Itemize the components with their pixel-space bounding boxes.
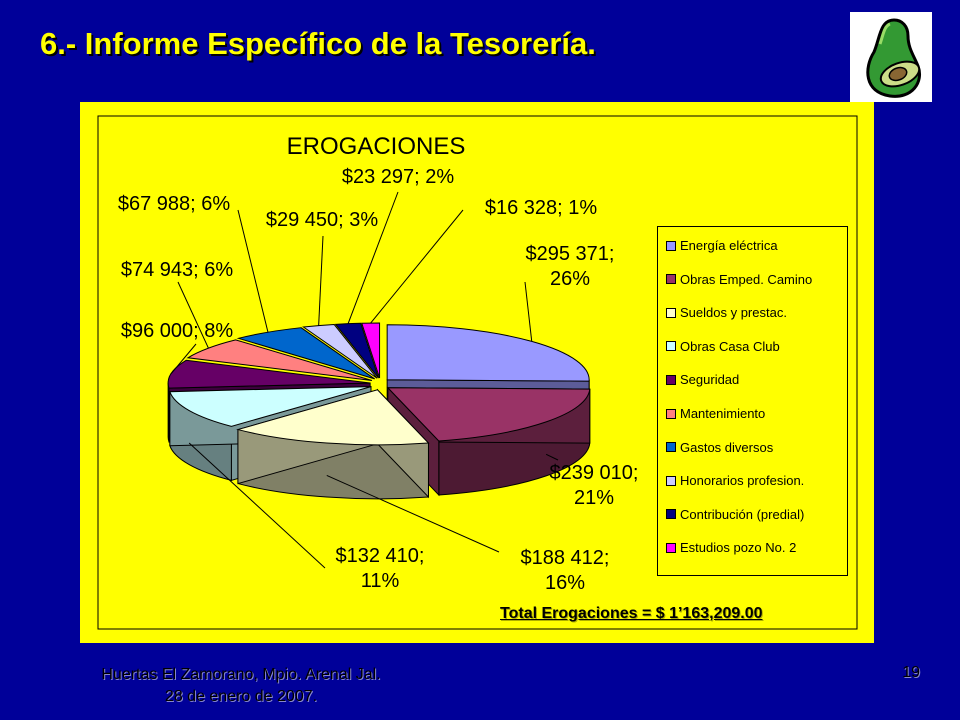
pie-slice-9 bbox=[361, 322, 381, 379]
pie-slice-3 bbox=[169, 386, 372, 427]
pie-slice-6 bbox=[236, 327, 376, 380]
data-label-pct-1: 21% bbox=[574, 487, 614, 509]
pie-slice-5 bbox=[186, 339, 373, 381]
pie-slice-0 bbox=[386, 324, 590, 382]
data-label-5: $74 943; 6% bbox=[121, 259, 234, 281]
data-label-8: $23 297; 2% bbox=[342, 166, 455, 188]
chart-panel: EROGACIONES $295 371; 26% $239 010; 21% $188… bbox=[80, 102, 874, 643]
footer-date: 28 de enero de 2007. bbox=[164, 688, 318, 705]
legend-label: Estudios pozo No. 2 bbox=[680, 540, 797, 556]
legend-item: Estudios pozo No. 2 bbox=[666, 539, 796, 555]
legend-item: Honorarios profesion. bbox=[666, 472, 804, 488]
pie-slice-7 bbox=[302, 323, 378, 379]
legend-swatch bbox=[666, 509, 676, 520]
data-labels: $295 371; 26% $239 010; 21% $188 412; 16% $132… bbox=[118, 166, 639, 594]
avocado-logo bbox=[850, 12, 932, 102]
pie-chart: EROGACIONES $295 371; 26% $239 010; 21% $188… bbox=[97, 115, 858, 630]
leader-line-4 bbox=[170, 343, 197, 375]
leader-line-7 bbox=[318, 235, 324, 326]
legend-swatch bbox=[666, 475, 676, 486]
legend-label: Honorarios profesion. bbox=[680, 473, 805, 489]
slide-title: 6.- Informe Específico de la Tesorería. bbox=[40, 26, 596, 61]
footer-location: Huertas El Zamorano, Mpio. Arenal Jal. bbox=[101, 666, 381, 683]
leader-line-2 bbox=[326, 474, 500, 553]
legend-item: Seguridad bbox=[666, 371, 739, 387]
data-label-pct-0: 26% bbox=[550, 268, 590, 290]
data-label-6: $67 988; 6% bbox=[118, 193, 231, 215]
data-label-2: $188 412; bbox=[521, 547, 610, 569]
pie-slice-2 bbox=[236, 389, 430, 446]
legend-item: Sueldos y prestac. bbox=[666, 304, 787, 320]
legend-item: Obras Casa Club bbox=[666, 338, 780, 354]
page-number: 19 bbox=[902, 664, 920, 681]
leader-line-6 bbox=[237, 209, 269, 333]
total-erogaciones: Total Erogaciones = $ 1’163,209.00 bbox=[500, 605, 763, 622]
data-label-7: $29 450; 3% bbox=[266, 209, 379, 231]
data-label-3: $132 410; bbox=[336, 545, 425, 567]
legend-label: Seguridad bbox=[680, 372, 740, 388]
leader-line-8 bbox=[347, 191, 399, 324]
legend-swatch bbox=[666, 341, 676, 352]
legend-item: Gastos diversos bbox=[666, 439, 773, 455]
legend-item: Energía eléctrica bbox=[666, 237, 778, 253]
plot-area-border bbox=[97, 115, 858, 630]
data-label-1: $239 010; bbox=[550, 462, 639, 484]
leader-line-3 bbox=[188, 442, 326, 569]
legend-swatch bbox=[666, 442, 676, 453]
legend-label: Mantenimiento bbox=[680, 406, 766, 422]
legend-swatch bbox=[666, 542, 676, 553]
legend-item: Obras Emped. Camino bbox=[666, 271, 812, 287]
data-label-4: $96 000; 8% bbox=[121, 320, 234, 342]
data-label-0: $295 371; bbox=[526, 243, 615, 265]
avocado-icon bbox=[866, 18, 921, 98]
data-label-pct-3: 11% bbox=[361, 570, 400, 592]
legend-label: Obras Casa Club bbox=[680, 338, 780, 354]
legend-swatch bbox=[666, 408, 676, 419]
legend-label: Contribución (predial) bbox=[680, 506, 805, 522]
legend-label: Gastos diversos bbox=[680, 439, 774, 455]
legend-label: Energía eléctrica bbox=[680, 238, 778, 254]
legend-label: Obras Emped. Camino bbox=[680, 271, 813, 287]
data-label-pct-2: 16% bbox=[545, 572, 585, 594]
footer-info: Huertas El Zamorano, Mpio. Arenal Jal. 2… bbox=[70, 664, 412, 708]
data-label-9: $16 328; 1% bbox=[485, 197, 598, 219]
legend-swatch bbox=[666, 274, 676, 285]
leader-line-9 bbox=[370, 209, 464, 324]
leader-line-5 bbox=[177, 281, 209, 349]
legend-label: Sueldos y prestac. bbox=[680, 305, 787, 321]
legend-swatch bbox=[666, 240, 676, 251]
legend-swatch bbox=[666, 307, 676, 318]
leader-line-1 bbox=[545, 453, 559, 461]
legend-swatch bbox=[666, 374, 676, 385]
legend-item: Mantenimiento bbox=[666, 405, 765, 421]
pie-slice-1 bbox=[386, 387, 591, 442]
pie-slices bbox=[167, 322, 591, 500]
legend-item: Contribución (predial) bbox=[666, 506, 804, 522]
chart-legend: Energía eléctrica Obras Emped. Camino Suel… bbox=[657, 226, 848, 576]
leader-line-0 bbox=[524, 281, 533, 342]
chart-title: EROGACIONES bbox=[287, 133, 466, 160]
